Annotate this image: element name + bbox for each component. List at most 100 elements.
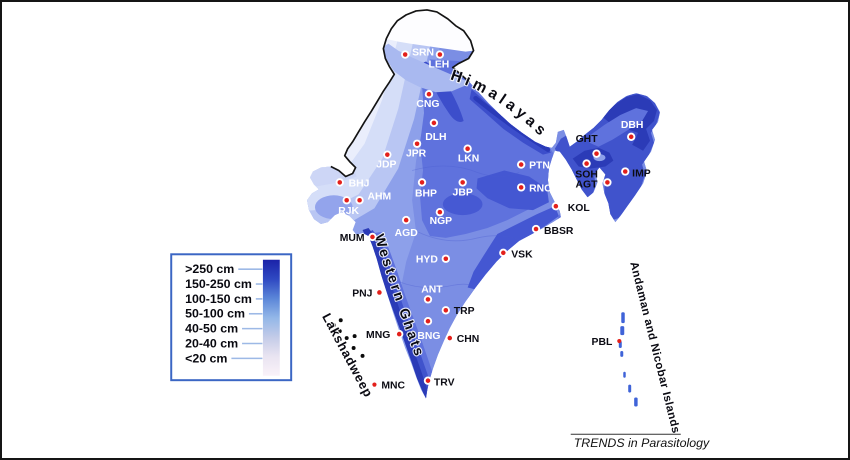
city-dot [518, 185, 524, 190]
city-dot [443, 308, 449, 313]
city-marker-GHT: GHT [576, 134, 601, 158]
city-label-JBP: JBP [453, 187, 473, 198]
city-marker-TRV: TRV [423, 376, 455, 389]
city-marker-AGD: AGD [395, 215, 418, 239]
kashmir-white-region [386, 9, 474, 52]
city-dot [370, 234, 375, 240]
legend-item-label: <20 cm [185, 351, 227, 365]
city-marker-DBH: DBH [621, 120, 644, 141]
legend-gradient-bar [262, 259, 280, 376]
island-shape [621, 312, 625, 324]
island-dot [360, 353, 365, 358]
city-dot [465, 146, 470, 151]
island-dot [331, 323, 336, 328]
island-shape [634, 397, 638, 407]
city-label-TRP: TRP [454, 306, 475, 317]
city-label-SRN: SRN [412, 48, 434, 59]
city-label-AGT: AGT [576, 179, 599, 190]
city-marker-VSK: VSK [499, 248, 533, 261]
city-marker-MNG: MNG [366, 329, 404, 341]
city-label-CNG: CNG [416, 99, 439, 110]
city-dot [402, 52, 408, 57]
city-marker-AHM: AHM [355, 191, 392, 205]
city-marker-MUM: MUM [340, 232, 377, 244]
city-marker-BNG: BNG [417, 317, 441, 342]
city-label-BNG: BNG [417, 331, 440, 342]
city-label-LEH: LEH [428, 59, 449, 70]
city-dot [425, 297, 431, 302]
city-label-DBH: DBH [621, 120, 644, 131]
zone-dark-central [442, 193, 483, 216]
city-dot [460, 180, 465, 185]
city-label-SOH: SOH [575, 169, 598, 180]
city-marker-PTN: PTN [516, 160, 550, 172]
city-label-BHP: BHP [415, 188, 437, 199]
city-label-HYD: HYD [416, 255, 438, 266]
attribution-text: TRENDS in Parasitology [574, 436, 710, 450]
city-label-LKN: LKN [458, 154, 479, 165]
city-dot [385, 152, 390, 157]
city-label-JDP: JDP [376, 160, 396, 171]
city-label-BBSR: BBSR [544, 226, 574, 237]
city-dot [425, 378, 431, 383]
city-marker-MNC: MNC [372, 381, 406, 392]
city-marker-TRP: TRP [441, 306, 475, 317]
city-marker-JPR: JPR [406, 139, 427, 160]
island-shape [620, 350, 624, 357]
city-dot [628, 134, 634, 140]
city-dot [447, 335, 453, 341]
city-dot [594, 151, 599, 156]
city-dot [518, 162, 524, 167]
city-label-RJK: RJK [338, 206, 359, 217]
city-dot [414, 141, 420, 147]
city-dot [605, 180, 610, 185]
city-dot [403, 217, 409, 223]
legend-item-label: >250 cm [185, 262, 234, 276]
city-marker-CHN: CHN [445, 333, 480, 345]
city-label-TRV: TRV [434, 378, 455, 389]
city-marker-JDP: JDP [376, 150, 397, 171]
island-shape [620, 326, 625, 336]
island-dot [337, 329, 342, 334]
city-label-KOL: KOL [568, 203, 591, 214]
city-dot [357, 197, 362, 203]
island-shape [628, 384, 632, 393]
city-dot [344, 197, 349, 203]
city-label-NGP: NGP [430, 216, 453, 227]
city-dot [533, 226, 539, 232]
island-dot [338, 318, 343, 323]
city-label-GHT: GHT [576, 134, 599, 145]
island-shape [623, 371, 626, 378]
city-dot [426, 91, 432, 97]
city-marker-BBSR: BBSR [531, 224, 574, 237]
legend-item-label: 150-250 cm [185, 277, 252, 291]
city-marker-RJK: RJK [338, 196, 360, 217]
city-label-MNC: MNC [381, 381, 405, 392]
island-dot [352, 334, 357, 339]
city-dot [377, 290, 382, 295]
legend-item-label: 50-100 cm [185, 307, 245, 321]
andaman-islands [618, 312, 638, 407]
india-border-outline [330, 9, 475, 178]
city-marker-SOH: SOH [575, 159, 598, 180]
city-marker-HYD: HYD [416, 254, 450, 266]
city-dot [437, 209, 443, 215]
city-label-CHN: CHN [457, 334, 480, 345]
zone-ghats-coast [362, 228, 427, 399]
city-label-AHM: AHM [368, 191, 392, 202]
city-label-PNJ: PNJ [352, 288, 372, 299]
city-marker-LKN: LKN [458, 144, 479, 165]
city-marker-NGP: NGP [430, 207, 453, 227]
city-marker-LEH: LEH [428, 50, 449, 70]
city-label-IMP: IMP [632, 168, 651, 179]
city-dot [431, 120, 437, 126]
city-dot [396, 331, 402, 337]
city-marker-JBP: JBP [453, 178, 473, 198]
city-label-MUM: MUM [340, 233, 365, 244]
city-marker-CNG: CNG [416, 90, 440, 110]
city-label-PTN: PTN [529, 161, 550, 172]
